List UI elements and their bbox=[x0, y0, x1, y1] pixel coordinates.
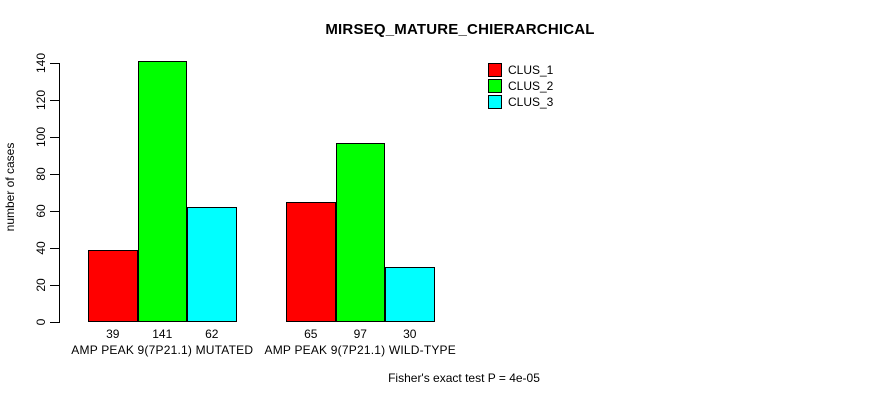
legend-swatch bbox=[488, 79, 502, 93]
bar-value-label: 65 bbox=[304, 327, 318, 341]
y-tick-label: 140 bbox=[34, 52, 48, 74]
y-tick-mark bbox=[50, 62, 59, 64]
legend-swatch bbox=[488, 63, 502, 77]
legend-item-clus_2: CLUS_2 bbox=[488, 79, 553, 93]
bar-clus_1-group2 bbox=[286, 201, 336, 322]
bar-clus_1-group1 bbox=[88, 249, 138, 322]
bar-value-label: 39 bbox=[106, 327, 120, 341]
y-tick-mark bbox=[50, 247, 59, 249]
bar-value-label: 30 bbox=[403, 327, 417, 341]
annotation-fisher-test: Fisher's exact test P = 4e-05 bbox=[388, 371, 540, 385]
bar-clus_2-group2 bbox=[335, 142, 385, 322]
y-tick-mark bbox=[50, 136, 59, 138]
bar-value-label: 62 bbox=[205, 327, 219, 341]
legend-label: CLUS_3 bbox=[508, 95, 554, 109]
legend-label: CLUS_2 bbox=[508, 79, 554, 93]
y-tick-label: 80 bbox=[34, 167, 48, 181]
bar-value-label: 97 bbox=[353, 327, 367, 341]
y-tick-mark bbox=[50, 321, 59, 323]
y-tick-mark bbox=[50, 284, 59, 286]
y-tick-mark bbox=[50, 99, 59, 101]
category-label: AMP PEAK 9(7P21.1) WILD-TYPE bbox=[264, 343, 456, 357]
y-tick-label: 20 bbox=[34, 278, 48, 292]
y-axis-line bbox=[59, 63, 60, 323]
y-tick-label: 40 bbox=[34, 241, 48, 255]
y-axis-label: number of cases bbox=[3, 142, 17, 232]
y-tick-label: 120 bbox=[34, 89, 48, 111]
bar-value-label: 141 bbox=[152, 327, 173, 341]
category-label: AMP PEAK 9(7P21.1) MUTATED bbox=[71, 343, 254, 357]
y-tick-label: 0 bbox=[34, 318, 48, 326]
bar-clus_2-group1 bbox=[137, 61, 187, 322]
chart-title: MIRSEQ_MATURE_CHIERARCHICAL bbox=[325, 21, 595, 38]
y-tick-label: 100 bbox=[34, 126, 48, 148]
y-tick-label: 60 bbox=[34, 204, 48, 218]
bar-clus_3-group1 bbox=[187, 207, 237, 322]
y-tick-mark bbox=[50, 173, 59, 175]
legend-label: CLUS_1 bbox=[508, 63, 554, 77]
legend-swatch bbox=[488, 95, 502, 109]
legend-item-clus_3: CLUS_3 bbox=[488, 95, 553, 109]
legend-item-clus_1: CLUS_1 bbox=[488, 63, 553, 77]
y-tick-mark bbox=[50, 210, 59, 212]
bar-clus_3-group2 bbox=[385, 266, 435, 322]
